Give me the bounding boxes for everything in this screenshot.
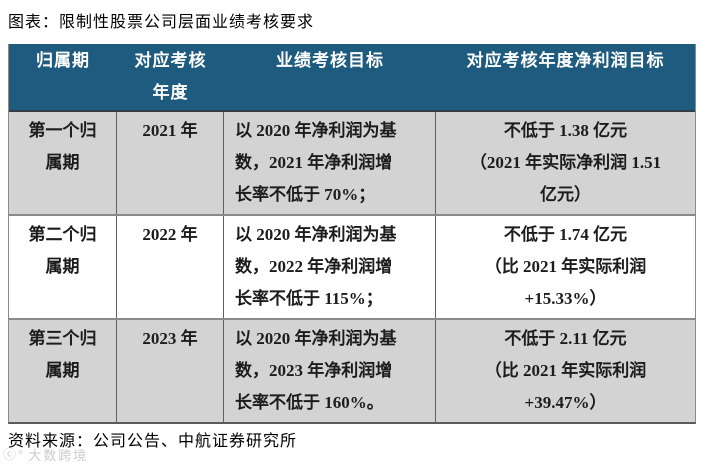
cell-net-profit-target: 不低于 1.38 亿元 （2021 年实际净利润 1.51 亿元） bbox=[469, 121, 662, 204]
data-source-note: 资料来源：公司公告、中航证券研究所 bbox=[8, 433, 298, 450]
table-row: 第三个归 属期 2023 年 以 2020 年净利润为基 数，2023 年净利润… bbox=[9, 318, 695, 422]
cell-net-profit-target: 不低于 1.74 亿元 （比 2021 年实际利润 +15.33%） bbox=[484, 225, 647, 308]
col-header-assessment-year: 对应考核 年度 bbox=[134, 51, 207, 102]
cell-performance-target: 以 2020 年净利润为基 数，2022 年净利润增 长率不低于 115%； bbox=[224, 216, 436, 318]
table-row: 第一个归 属期 2021 年 以 2020 年净利润为基 数，2021 年净利润… bbox=[9, 112, 695, 214]
figure-title: 图表：限制性股票公司层面业绩考核要求 bbox=[8, 14, 315, 31]
cell-assessment-year: 2022 年 bbox=[117, 216, 224, 318]
cell-performance-target: 以 2020 年净利润为基 数，2021 年净利润增 长率不低于 70%； bbox=[224, 112, 436, 214]
cell-vesting-period: 第三个归 属期 bbox=[9, 320, 117, 422]
performance-assessment-table: 归属期 对应考核 年度 业绩考核目标 对应考核年度净利润目标 第一个归 属期 2… bbox=[8, 44, 696, 424]
table-header-row: 归属期 对应考核 年度 业绩考核目标 对应考核年度净利润目标 bbox=[9, 44, 695, 112]
cell-performance-target: 以 2020 年净利润为基 数，2023 年净利润增 长率不低于 160%。 bbox=[224, 320, 436, 422]
col-header-net-profit-target: 对应考核年度净利润目标 bbox=[466, 51, 665, 70]
cell-vesting-period: 第一个归 属期 bbox=[9, 112, 117, 214]
cell-vesting-period: 第二个归 属期 bbox=[9, 216, 117, 318]
cell-assessment-year: 2021 年 bbox=[117, 112, 224, 214]
table-row: 第二个归 属期 2022 年 以 2020 年净利润为基 数，2022 年净利润… bbox=[9, 214, 695, 318]
cell-assessment-year: 2023 年 bbox=[117, 320, 224, 422]
col-header-performance-target: 业绩考核目标 bbox=[276, 51, 384, 70]
col-header-vesting-period: 归属期 bbox=[36, 51, 90, 70]
cell-net-profit-target: 不低于 2.11 亿元 （比 2021 年实际利润 +39.47%） bbox=[484, 329, 647, 412]
